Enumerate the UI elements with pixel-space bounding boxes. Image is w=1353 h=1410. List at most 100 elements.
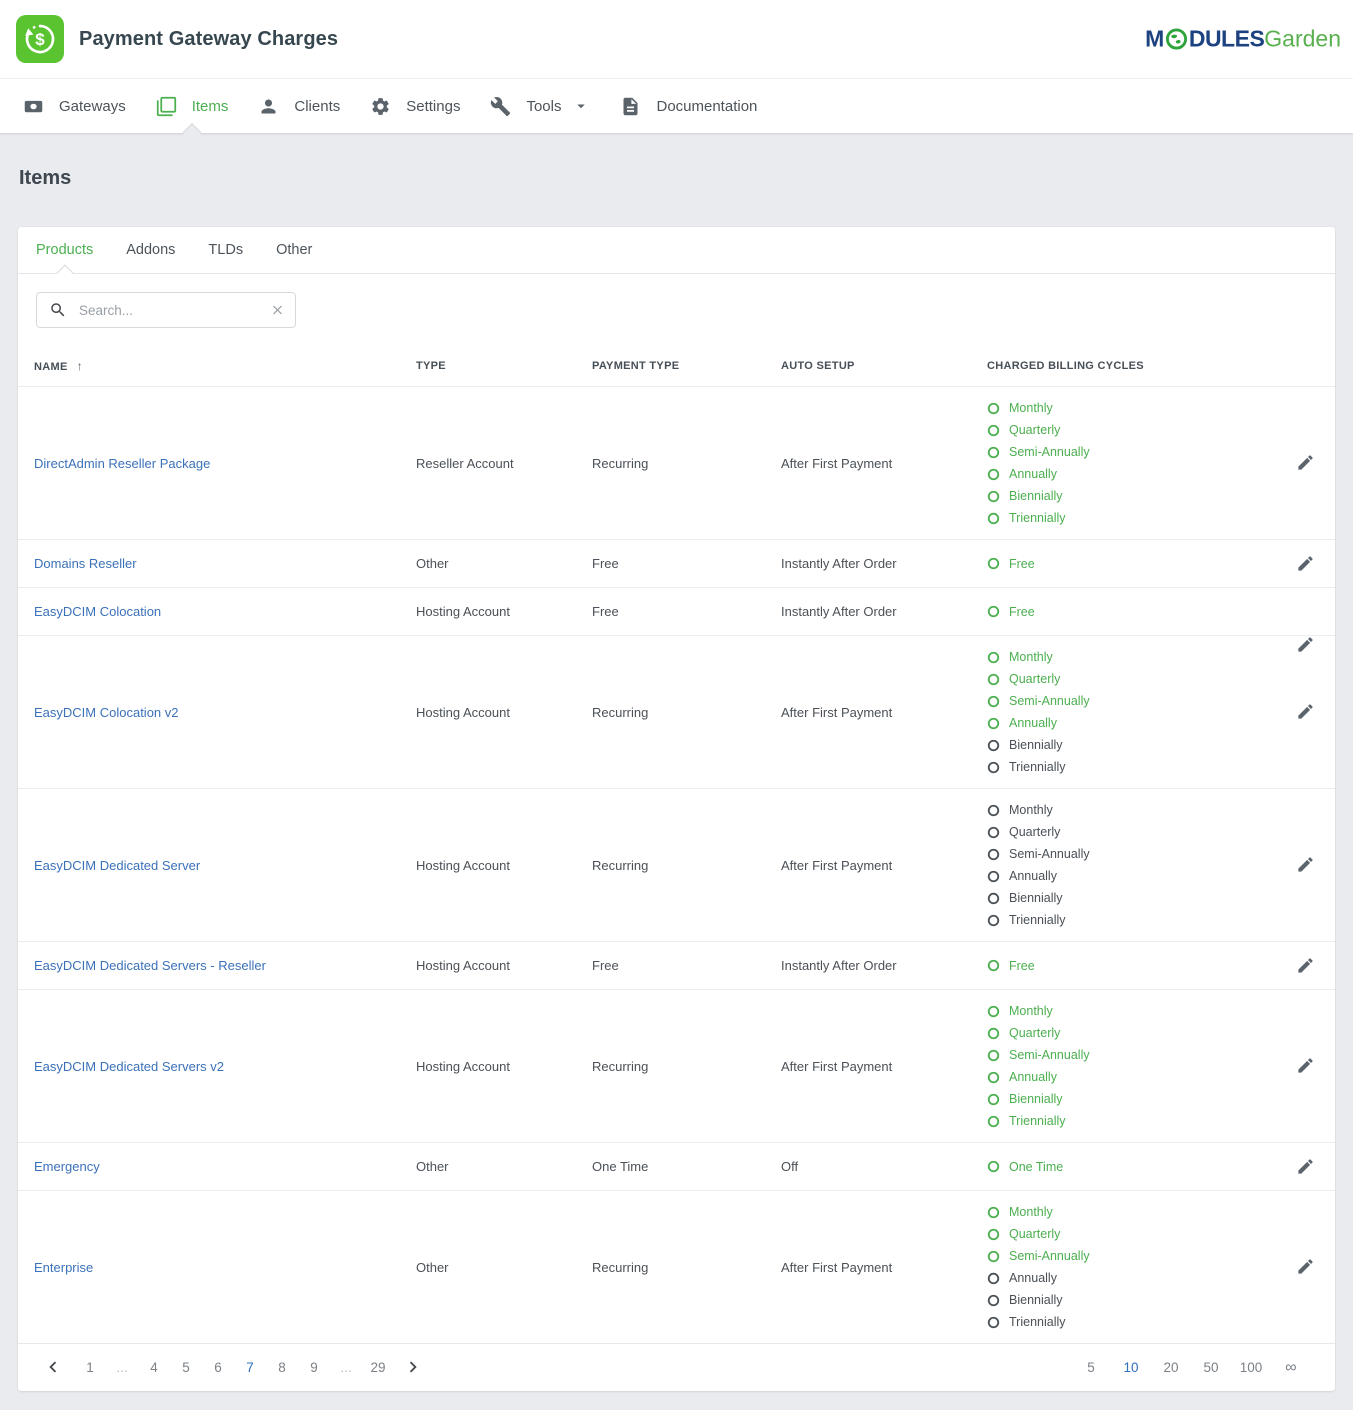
cell-actions	[1275, 554, 1335, 574]
tab-other[interactable]: Other	[276, 242, 313, 258]
column-header-type: TYPE	[416, 360, 446, 372]
billing-cycle-item: Semi-Annually	[987, 1245, 1275, 1267]
cell-billing-cycles: Free	[987, 955, 1275, 977]
product-name-link[interactable]: EasyDCIM Dedicated Servers - Reseller	[34, 958, 266, 973]
tab-addons[interactable]: Addons	[126, 242, 176, 258]
billing-cycle-label: Free	[1009, 958, 1035, 973]
cell-name: EasyDCIM Colocation v2	[18, 705, 416, 720]
items-card: Products Addons TLDs Other NAME↑ TYPE PAYMENT…	[18, 227, 1335, 1391]
billing-cycle-label: Triennially	[1009, 511, 1066, 525]
page-button-4[interactable]: 4	[138, 1360, 170, 1375]
ring-icon	[987, 1049, 1000, 1062]
ring-icon	[987, 651, 1000, 664]
pagination-bar: 1... 4 5 6 7 8 9... 29 5 10 20 50 100 ∞	[18, 1343, 1335, 1391]
product-name-link[interactable]: EasyDCIM Dedicated Server	[34, 857, 201, 873]
nav-item-documentation[interactable]: Documentation	[605, 79, 772, 133]
billing-cycle-label: Semi-Annually	[1009, 445, 1090, 459]
cell-type: Reseller Account	[416, 455, 514, 471]
search-input[interactable]	[37, 293, 295, 327]
tab-tlds[interactable]: TLDs	[208, 242, 244, 258]
product-name-link[interactable]: Enterprise	[34, 1259, 94, 1275]
edit-button[interactable]	[1295, 855, 1315, 875]
cell-billing-cycles: Free	[987, 553, 1275, 575]
column-header-name[interactable]: NAME ↑	[34, 359, 83, 373]
page-button-5[interactable]: 5	[170, 1360, 202, 1375]
edit-button[interactable]	[1295, 1056, 1315, 1076]
chevron-right-icon[interactable]	[402, 1356, 426, 1380]
edit-button[interactable]	[1295, 956, 1315, 976]
product-name-link[interactable]: DirectAdmin Reseller Package	[34, 455, 211, 471]
page-header-title: Payment Gateway Charges	[79, 27, 339, 50]
page-button-8[interactable]: 8	[266, 1360, 298, 1375]
page-size-infinity[interactable]: ∞	[1271, 1359, 1311, 1377]
edit-button[interactable]	[1295, 1257, 1315, 1277]
edit-button[interactable]	[1295, 1157, 1315, 1177]
billing-cycle-label: Free	[1009, 556, 1035, 571]
billing-cycle-item: Quarterly	[987, 821, 1275, 843]
ring-icon	[987, 959, 1000, 972]
billing-cycle-list: Free	[987, 553, 1275, 575]
chevron-left-icon[interactable]	[42, 1356, 66, 1380]
nav-item-clients[interactable]: Clients	[243, 79, 355, 133]
billing-cycle-list: Monthly Quarterly Semi-Annually Annually Bie…	[987, 397, 1275, 529]
nav-item-tools[interactable]: Tools	[475, 79, 605, 133]
billing-cycle-item: Triennially	[987, 1110, 1275, 1132]
page-button-7[interactable]: 7	[234, 1360, 266, 1375]
search-box	[36, 292, 296, 328]
ring-icon	[987, 673, 1000, 686]
product-name-link[interactable]: EasyDCIM Colocation	[34, 604, 162, 619]
nav-item-items[interactable]: Items	[141, 79, 244, 133]
billing-cycle-item: Free	[987, 553, 1275, 575]
page-button-9[interactable]: 9	[298, 1360, 330, 1375]
cell-name: Enterprise	[18, 1260, 416, 1275]
product-name-link[interactable]: EasyDCIM Dedicated Servers v2	[34, 1058, 225, 1074]
billing-cycle-item: Monthly	[987, 646, 1275, 668]
page-size-button-20[interactable]: 20	[1151, 1360, 1191, 1375]
cell-auto-setup: Instantly After Order	[781, 556, 897, 571]
edit-button[interactable]	[1295, 635, 1315, 655]
layers-icon	[156, 96, 177, 117]
product-name-link[interactable]: Emergency	[34, 1159, 100, 1174]
tab-products[interactable]: Products	[36, 227, 93, 273]
person-icon	[258, 96, 279, 117]
page-size-button-50[interactable]: 50	[1191, 1360, 1231, 1375]
cell-actions	[1275, 1056, 1335, 1076]
edit-button[interactable]	[1295, 453, 1315, 473]
cell-type: Hosting Account	[416, 857, 510, 873]
page-button-1[interactable]: 1	[74, 1360, 106, 1375]
nav-item-settings[interactable]: Settings	[355, 79, 475, 133]
product-name-link[interactable]: Domains Reseller	[34, 556, 137, 571]
logo-garden: Garden	[1264, 25, 1341, 52]
edit-button[interactable]	[1295, 554, 1315, 574]
cell-auto-setup: Instantly After Order	[781, 604, 897, 619]
page-button-29[interactable]: 29	[362, 1360, 394, 1375]
edit-icon	[1296, 1058, 1315, 1078]
billing-cycle-label: Monthly	[1009, 401, 1053, 415]
page-button-6[interactable]: 6	[202, 1360, 234, 1375]
table-body: DirectAdmin Reseller Package Reseller Acc…	[18, 386, 1335, 1343]
product-name-link[interactable]: EasyDCIM Colocation v2	[34, 704, 179, 720]
cell-payment-type: Recurring	[592, 1259, 649, 1275]
ring-icon	[987, 446, 1000, 459]
edit-icon	[1296, 1158, 1315, 1179]
cell-type: Other	[416, 556, 449, 571]
nav-item-gateways[interactable]: Gateways	[8, 79, 141, 133]
sort-ascending-icon: ↑	[76, 359, 83, 373]
billing-cycle-item: Annually	[987, 712, 1275, 734]
billing-cycle-item: Free	[987, 955, 1275, 977]
cell-payment-type: Recurring	[592, 704, 649, 720]
edit-icon	[1296, 555, 1315, 576]
ring-icon	[987, 1294, 1000, 1307]
billing-cycle-item: Monthly	[987, 799, 1275, 821]
edit-button[interactable]	[1295, 702, 1315, 722]
nav-item-label: Tools	[526, 97, 562, 115]
cell-auto-setup: Off	[781, 1159, 799, 1174]
billing-cycle-item: Triennially	[987, 1311, 1275, 1333]
page-size-button-10[interactable]: 10	[1111, 1360, 1151, 1375]
billing-cycle-item: Biennially	[987, 887, 1275, 909]
billing-cycle-label: Quarterly	[1009, 672, 1061, 686]
edit-icon	[1296, 704, 1315, 724]
page-size-button-100[interactable]: 100	[1231, 1360, 1271, 1375]
clear-search-icon[interactable]	[270, 303, 285, 318]
page-size-button-5[interactable]: 5	[1071, 1360, 1111, 1375]
